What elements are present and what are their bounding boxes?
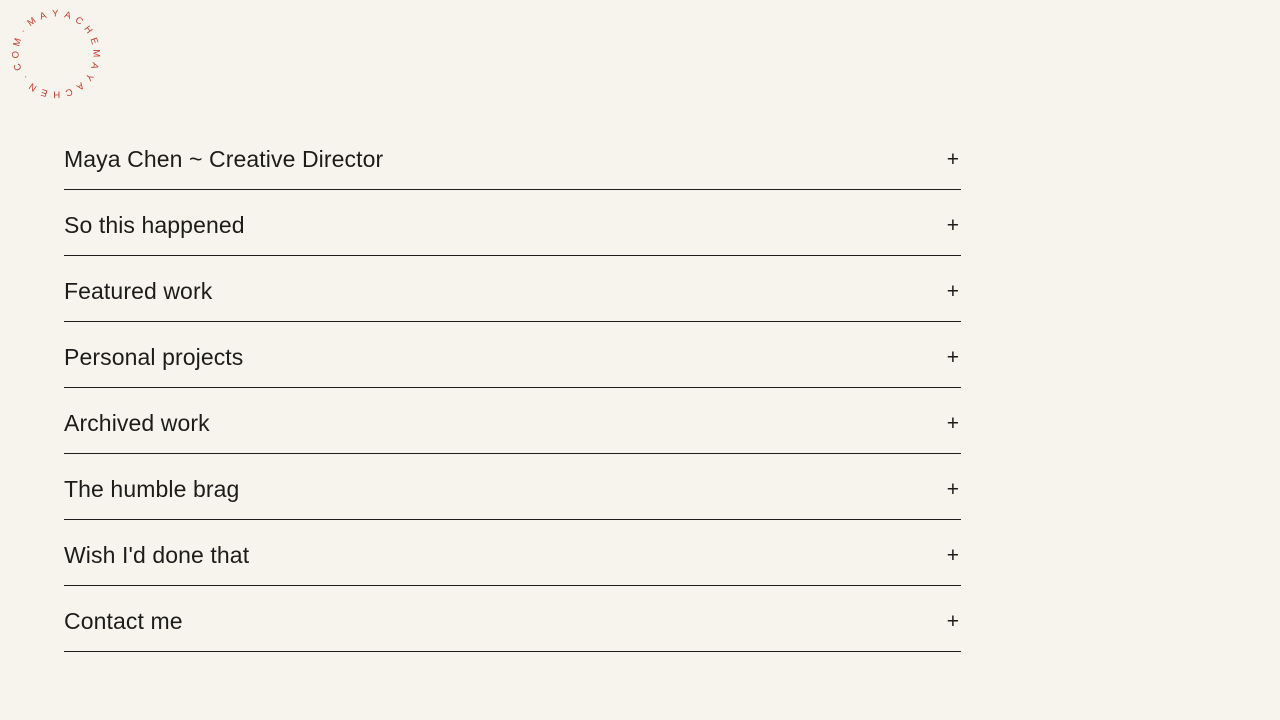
logo-letter: M bbox=[11, 36, 25, 48]
logo-letter: H bbox=[81, 23, 95, 36]
accordion-menu: Maya Chen ~ Creative Director + So this … bbox=[64, 124, 961, 652]
accordion-label: Wish I'd done that bbox=[64, 541, 250, 568]
logo-letter: H bbox=[53, 88, 61, 100]
plus-icon[interactable]: + bbox=[946, 543, 959, 567]
accordion-row-intro[interactable]: Maya Chen ~ Creative Director + bbox=[64, 124, 961, 190]
plus-icon[interactable]: + bbox=[946, 279, 959, 303]
logo-letter: O bbox=[10, 50, 22, 59]
site-logo-circular[interactable]: · M A Y A C H E M A Y A C H E N. C O M bbox=[6, 4, 106, 104]
logo-letter: . bbox=[18, 73, 30, 83]
plus-icon[interactable]: + bbox=[946, 213, 959, 237]
accordion-row-featured-work[interactable]: Featured work + bbox=[64, 256, 961, 322]
accordion-row-so-this-happened[interactable]: So this happened + bbox=[64, 190, 961, 256]
accordion-label: Featured work bbox=[64, 277, 213, 304]
plus-icon[interactable]: + bbox=[946, 147, 959, 171]
logo-letter: E bbox=[39, 86, 49, 99]
accordion-label: Contact me bbox=[64, 607, 183, 634]
accordion-row-personal-projects[interactable]: Personal projects + bbox=[64, 322, 961, 388]
logo-letter: E bbox=[87, 36, 101, 46]
accordion-label: The humble brag bbox=[64, 475, 240, 502]
logo-letter: C bbox=[63, 85, 75, 99]
plus-icon[interactable]: + bbox=[946, 345, 959, 369]
logo-letter: A bbox=[74, 79, 86, 93]
accordion-label: Archived work bbox=[64, 409, 210, 436]
plus-icon[interactable]: + bbox=[946, 477, 959, 501]
accordion-row-the-humble-brag[interactable]: The humble brag + bbox=[64, 454, 961, 520]
accordion-label: Personal projects bbox=[64, 343, 244, 370]
logo-letter: C bbox=[72, 14, 85, 28]
logo-letter: A bbox=[63, 9, 73, 22]
accordion-label: So this happened bbox=[64, 211, 245, 238]
logo-letter: M bbox=[25, 15, 39, 29]
logo-letter: Y bbox=[82, 71, 96, 83]
logo-letter: · bbox=[17, 26, 29, 36]
logo-letter: A bbox=[88, 61, 101, 71]
logo-letter: C bbox=[11, 61, 25, 73]
logo-letter: Y bbox=[52, 8, 59, 20]
accordion-row-wish-id-done-that[interactable]: Wish I'd done that + bbox=[64, 520, 961, 586]
plus-icon[interactable]: + bbox=[946, 609, 959, 633]
accordion-row-contact-me[interactable]: Contact me + bbox=[64, 586, 961, 652]
accordion-row-archived-work[interactable]: Archived work + bbox=[64, 388, 961, 454]
plus-icon[interactable]: + bbox=[946, 411, 959, 435]
logo-letter: A bbox=[38, 9, 48, 23]
accordion-label: Maya Chen ~ Creative Director bbox=[64, 145, 384, 172]
logo-letter: N bbox=[27, 80, 40, 94]
logo-letter: M bbox=[90, 49, 102, 58]
